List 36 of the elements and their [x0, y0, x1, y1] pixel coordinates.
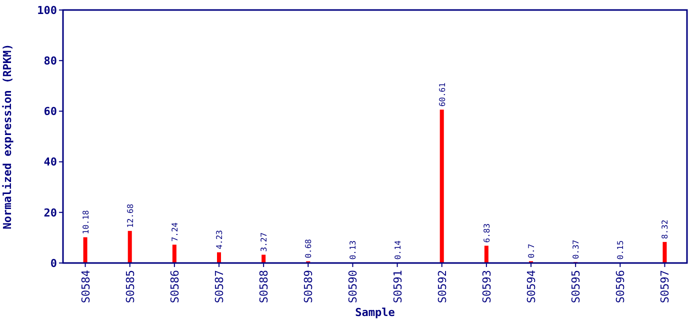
x-tick-label: S0588 [258, 270, 271, 304]
data-label: 0.14 [393, 240, 402, 260]
y-axis-title: Normalized expression (RPKM) [1, 44, 14, 230]
y-tick-label: 20 [44, 206, 57, 220]
data-label: 4.23 [215, 230, 224, 250]
y-tick-label: 0 [50, 256, 57, 270]
x-tick-label: S0586 [168, 270, 182, 304]
x-tick-label: S0595 [570, 270, 583, 304]
data-label: 0.15 [616, 240, 626, 260]
data-label: 3.27 [260, 232, 269, 252]
x-tick-label: S0597 [658, 270, 672, 304]
x-tick-label: S0592 [436, 270, 449, 304]
y-tick-label: 80 [44, 54, 57, 68]
y-tick-label: 40 [44, 156, 57, 169]
x-tick-label: S0593 [480, 270, 494, 304]
x-tick-label: S0585 [124, 270, 137, 304]
x-tick-label: S0584 [79, 270, 92, 304]
data-label: 0.37 [572, 240, 581, 260]
y-tick-label: 100 [37, 4, 57, 17]
x-tick-label: S0590 [346, 270, 360, 304]
x-tick-label: S0596 [614, 270, 628, 304]
data-label: 0.13 [348, 240, 358, 260]
data-label: 10.18 [81, 210, 90, 234]
x-tick-label: S0587 [213, 270, 226, 304]
data-label: 0.7 [527, 244, 536, 258]
data-label: 8.32 [660, 220, 670, 239]
x-axis-title: Sample [355, 306, 396, 319]
y-tick-label: 60 [44, 105, 57, 118]
data-label: 6.83 [482, 223, 492, 243]
data-label: 60.61 [438, 82, 447, 107]
x-tick-label: S0594 [525, 270, 538, 304]
data-label: 0.68 [304, 238, 314, 258]
data-label: 7.24 [170, 222, 180, 242]
x-tick-label: S0589 [302, 270, 316, 304]
x-tick-label: S0591 [391, 270, 404, 304]
data-label: 12.68 [126, 204, 135, 228]
